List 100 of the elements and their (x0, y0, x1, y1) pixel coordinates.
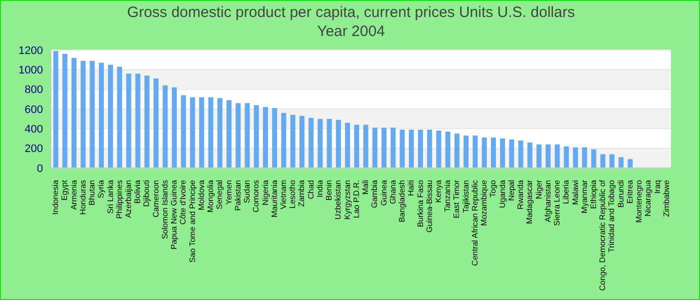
y-tick-label: 600 (24, 104, 43, 116)
x-tick-label: East Timor (452, 180, 462, 218)
bar (609, 154, 614, 168)
x-tick-label: Mongolia (206, 179, 216, 212)
bar (427, 130, 432, 168)
x-tick-label: Yemen (224, 180, 234, 205)
bar (372, 128, 378, 168)
x-tick-label: Bangladesh (398, 180, 407, 222)
x-tick-label: Zimbabwe (662, 179, 671, 217)
x-tick-label: Syria (96, 179, 106, 198)
x-tick-label: Côte d'Ivoire (178, 179, 188, 225)
x-tick-label: Tanzania (443, 179, 452, 212)
x-tick-label: Bolivia (133, 179, 142, 204)
x-tick-label: Guinea-Bissau (424, 180, 434, 232)
bar (418, 130, 423, 168)
y-tick-label: 400 (24, 124, 43, 136)
bar (199, 97, 204, 168)
x-tick-label: Nigeria (260, 179, 270, 206)
bar (572, 147, 578, 168)
x-tick-label: Kenya (434, 179, 443, 203)
bar (190, 97, 196, 168)
bar (628, 159, 633, 168)
x-tick-label: Philippines (114, 180, 124, 219)
x-tick-label: Chad (306, 180, 316, 200)
bar (326, 118, 332, 168)
bar (482, 138, 487, 168)
x-tick-label: Sao Tome and Principe (188, 179, 197, 263)
bar (53, 50, 58, 168)
x-tick-label: Montenegro (634, 179, 644, 223)
bar (98, 62, 104, 168)
bar (108, 64, 113, 168)
bar (527, 142, 532, 168)
bar (354, 124, 360, 168)
bar (382, 128, 387, 168)
x-tick-label: Sri Lanka (106, 179, 115, 214)
x-tick-label: Malawi (570, 180, 580, 205)
bar (400, 130, 405, 168)
x-tick-label: Sierra Leone (552, 179, 562, 226)
bar (518, 140, 524, 168)
bar (135, 74, 140, 168)
bar (390, 128, 396, 168)
x-tick-label: Ghana (388, 179, 398, 204)
chart-subtitle: Year 2004 (316, 23, 386, 40)
x-tick-label: Lesotho (288, 179, 298, 208)
y-tick-label: 1200 (18, 44, 43, 57)
x-tick-label: Egypt (60, 179, 70, 200)
bar (62, 54, 68, 168)
bar (536, 144, 542, 168)
x-tick-label: Vietnam (279, 180, 288, 210)
x-tick-label: Lao P.D.R. (352, 180, 361, 218)
x-tick-label: Indonesia (51, 179, 60, 215)
bar (162, 85, 168, 168)
x-tick-label: Gambia (370, 179, 380, 208)
bar (254, 105, 259, 168)
bar (336, 120, 341, 168)
x-tick-label: Senegal (215, 180, 224, 210)
x-tick-label: Solomon Islands (160, 180, 170, 240)
bar (72, 58, 77, 168)
bar (281, 112, 286, 168)
x-tick-label: Honduras (78, 180, 88, 215)
x-tick-label: Mauritania (270, 179, 279, 218)
x-tick-label: Sudan (242, 180, 252, 204)
bar (126, 74, 132, 168)
x-tick-label: Myanmar (580, 180, 589, 214)
bar (308, 118, 314, 168)
bar (290, 114, 296, 168)
x-tick-label: Benin (324, 180, 334, 200)
bar (345, 122, 350, 168)
y-tick-label: 800 (24, 84, 43, 96)
x-tick-label: Moldova (196, 179, 206, 210)
bar (318, 118, 323, 168)
bar (236, 103, 241, 168)
bar (564, 146, 569, 168)
x-tick-label: Mozambique (480, 179, 489, 226)
bar (272, 108, 278, 168)
bar (180, 95, 186, 168)
y-tick-label: 0 (36, 162, 43, 175)
x-tick-label: Rwanda (516, 179, 526, 210)
x-tick-label: Nicaragua (644, 179, 653, 216)
bar (618, 157, 624, 168)
bar (262, 107, 268, 168)
x-tick-label: Azerbaijan (124, 180, 133, 218)
x-tick-label: Madagascar (525, 180, 534, 224)
bar (591, 149, 596, 168)
x-tick-label: Liberia (562, 179, 571, 204)
x-tick-label: Burundi (616, 180, 626, 208)
x-tick-label: Congo, Democratic Republic of (598, 179, 608, 291)
bar (90, 60, 95, 168)
x-tick-label: Armenia (69, 179, 78, 210)
x-tick-label: Trinidad and Tobago (607, 179, 616, 252)
x-tick-label: Iraq (652, 180, 662, 194)
x-tick-label: Eritrea (625, 179, 634, 204)
x-tick-label: Burkina Faso (416, 179, 425, 228)
x-tick-label: Comoros (252, 180, 261, 212)
bar (436, 130, 442, 168)
bar (208, 97, 214, 168)
bar (226, 100, 232, 168)
x-tick-label: Haiti (406, 180, 416, 196)
bar (546, 144, 551, 168)
bar (509, 139, 514, 168)
